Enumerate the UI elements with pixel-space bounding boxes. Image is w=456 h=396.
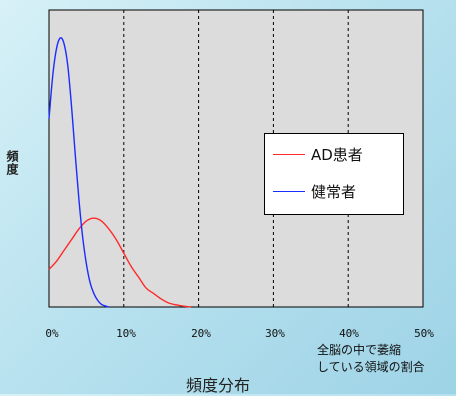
legend-label-healthy: 健常者 — [311, 182, 357, 201]
x-tick-label: 10% — [116, 327, 136, 340]
grid — [123, 10, 349, 307]
legend-swatch-healthy — [273, 190, 305, 192]
legend: AD患者 健常者 — [264, 133, 404, 215]
series-line-ad — [48, 217, 192, 308]
x-tick-label: 40% — [339, 327, 359, 340]
legend-label-ad: AD患者 — [311, 145, 363, 164]
series-lines — [48, 37, 192, 308]
legend-item-ad: AD患者 — [273, 144, 363, 164]
x-tick-label: 0% — [45, 327, 59, 340]
legend-swatch-ad — [273, 153, 305, 155]
x-axis-label-line-1: 全脳の中で萎縮 — [317, 343, 402, 357]
y-axis-label: 頻度 — [5, 150, 19, 176]
series-line-healthy — [48, 37, 110, 308]
x-axis-label-right: 全脳の中で萎縮 している領域の割合 — [317, 342, 425, 376]
x-tick-label: 20% — [191, 327, 211, 340]
legend-item-healthy: 健常者 — [273, 181, 356, 201]
x-axis-title: 頻度分布 — [186, 376, 251, 395]
x-tick-label: 50% — [414, 327, 434, 340]
x-tick-label: 30% — [265, 327, 285, 340]
x-axis-label-line-2: している領域の割合 — [317, 360, 425, 374]
